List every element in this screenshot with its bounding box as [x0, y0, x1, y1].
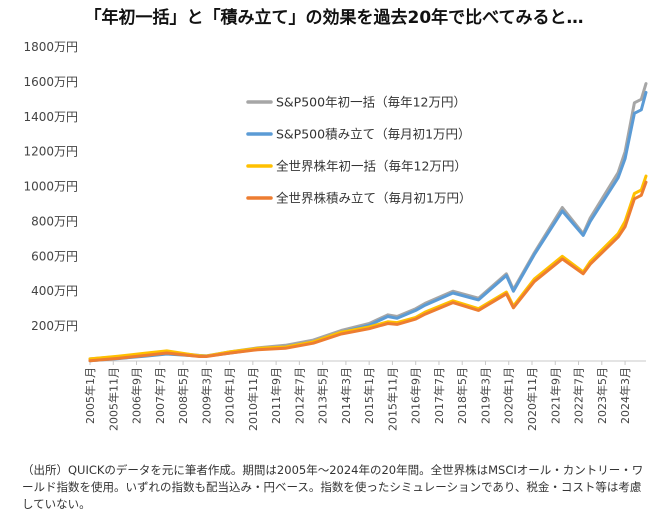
- source-note: （出所）QUICKのデータを元に筆者作成。期間は2005年～2024年の20年間…: [22, 463, 644, 511]
- y-axis: 200万円 400万円 600万円 800万円 1000万円 1200万円 1400万円 16…: [23, 40, 78, 333]
- x-tick-label: 2023年5月: [595, 367, 609, 424]
- x-tick-label: 2013年5月: [316, 367, 330, 424]
- x-tick-label: 2024年3月: [618, 367, 632, 424]
- legend-label: 全世界株年初一括（毎年12万円）: [276, 159, 467, 174]
- x-tick-label: 2010年11月: [246, 367, 260, 431]
- x-tick-label: 2005年11月: [106, 367, 120, 431]
- y-tick-label: 400万円: [31, 284, 78, 298]
- x-tick-label: 2017年7月: [432, 367, 446, 424]
- legend-label: S&P500年初一括（毎年12万円）: [276, 95, 466, 110]
- y-tick-label: 1800万円: [23, 40, 78, 54]
- legend-label: 全世界株積み立て（毎月初1万円）: [276, 191, 471, 206]
- line-chart: 「年初一括」と「積み立て」の効果を過去20年で比べてみると… 200万円 400万…: [23, 7, 648, 431]
- x-tick-label: 2015年1月: [362, 367, 376, 424]
- legend-label: S&P500積み立て（毎月初1万円）: [276, 127, 471, 142]
- x-tick-label: 2006年9月: [130, 367, 144, 424]
- x-tick-label: 2011年9月: [269, 367, 283, 424]
- y-tick-label: 600万円: [31, 249, 78, 263]
- x-tick-label: 2018年5月: [455, 367, 469, 424]
- y-tick-label: 200万円: [31, 319, 78, 333]
- legend: S&P500年初一括（毎年12万円） S&P500積み立て（毎月初1万円） 全世界株…: [246, 95, 471, 206]
- series-line-4: [88, 180, 648, 363]
- y-tick-label: 1600万円: [23, 75, 78, 89]
- x-tick-label: 2021年9月: [548, 367, 562, 424]
- y-tick-label: 1000万円: [23, 180, 78, 194]
- x-tick-label: 2005年1月: [83, 367, 97, 424]
- x-tick-label: 2015年11月: [385, 367, 399, 431]
- x-tick-label: 2020年1月: [502, 367, 516, 424]
- y-tick-label: 1200万円: [23, 145, 78, 159]
- x-tick-label: 2009年3月: [199, 367, 213, 424]
- x-tick-label: 2016年9月: [409, 367, 423, 424]
- x-tick-label: 2022年7月: [572, 367, 586, 424]
- y-tick-label: 800万円: [31, 214, 78, 228]
- x-tick-label: 2007年7月: [153, 367, 167, 424]
- x-tick-label: 2008年5月: [176, 367, 190, 424]
- series-group: [88, 82, 648, 363]
- x-tick-label: 2010年1月: [223, 367, 237, 424]
- x-tick-label: 2012年7月: [292, 367, 306, 424]
- x-axis: 2005年1月 2005年11月 2006年9月 2007年7月 2008年5月 2009…: [83, 361, 632, 431]
- x-tick-label: 2014年3月: [339, 367, 353, 424]
- series-line-1: [88, 82, 648, 361]
- chart-title: 「年初一括」と「積み立て」の効果を過去20年で比べてみると…: [85, 7, 584, 28]
- x-tick-label: 2019年3月: [478, 367, 492, 424]
- y-tick-label: 1400万円: [23, 110, 78, 124]
- x-tick-label: 2020年11月: [525, 367, 539, 431]
